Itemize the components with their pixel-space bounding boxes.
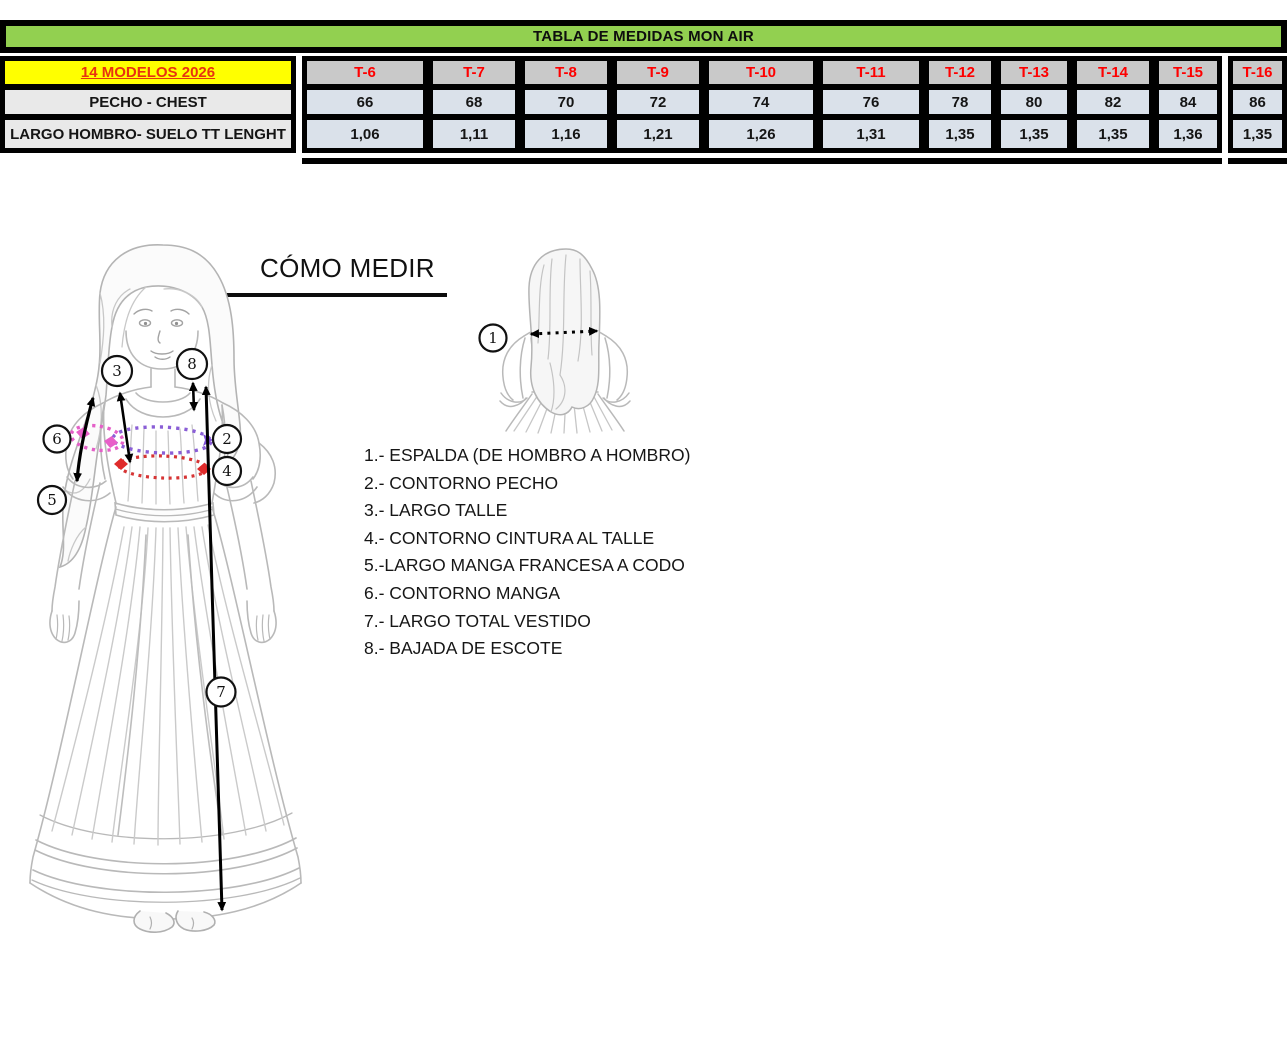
measure-item: 1.- ESPALDA (DE HOMBRO A HOMBRO) — [364, 445, 691, 465]
chest-value: 78 — [924, 85, 996, 119]
length-value: 1,16 — [520, 115, 612, 153]
bodice-gathers — [127, 424, 199, 505]
badge-7: 7 — [205, 676, 237, 708]
svg-text:8: 8 — [187, 355, 197, 373]
badge-5: 5 — [36, 484, 68, 516]
skirt-pleats — [51, 524, 285, 846]
size-header: T-7 — [428, 56, 520, 89]
svg-text:3: 3 — [112, 362, 122, 380]
row-label-chest: PECHO - CHEST — [0, 85, 296, 119]
length-value: 1,35 — [1228, 115, 1287, 153]
svg-text:5: 5 — [47, 491, 57, 509]
chest-value: 72 — [612, 85, 704, 119]
measure-badges: 1 3 8 6 2 4 5 7 — [36, 323, 508, 708]
cutoff-row-border — [1228, 158, 1287, 164]
chest-value: 74 — [704, 85, 818, 119]
svg-text:4: 4 — [222, 462, 232, 480]
arrow-waist-length — [116, 391, 134, 464]
chest-value: 68 — [428, 85, 520, 119]
svg-text:6: 6 — [52, 430, 62, 448]
arrow-total-length — [201, 385, 227, 912]
table-title-band: TABLA DE MEDIDAS MON AIR — [0, 20, 1287, 53]
measurement-figures: 1 3 8 6 2 4 5 7 — [0, 235, 700, 965]
chest-value: 86 — [1228, 85, 1287, 119]
badge-1: 1 — [478, 323, 508, 353]
length-value: 1,35 — [924, 115, 996, 153]
measure-item: 7.- LARGO TOTAL VESTIDO — [364, 610, 591, 631]
chest-value: 80 — [996, 85, 1072, 119]
badge-6: 6 — [42, 424, 72, 454]
length-value: 1,35 — [996, 115, 1072, 153]
measure-list: 1.- ESPALDA (DE HOMBRO A HOMBRO) 2.- CON… — [364, 442, 690, 663]
length-value: 1,06 — [302, 115, 428, 153]
front-figure-line-art — [29, 244, 302, 933]
badge-8: 8 — [175, 347, 209, 381]
measure-item: 6.- CONTORNO MANGA — [364, 582, 561, 603]
measure-item: 3.- LARGO TALLE — [364, 500, 508, 521]
guide-title-underline — [224, 293, 447, 297]
back-hair-strands — [537, 254, 593, 413]
size-header: T-14 — [1072, 56, 1154, 89]
chest-value: 76 — [818, 85, 924, 119]
measure-item: 2.- CONTORNO PECHO — [364, 472, 559, 493]
length-value: 1,11 — [428, 115, 520, 153]
size-header: T-10 — [704, 56, 818, 89]
face-features — [133, 308, 190, 360]
cutoff-row-border — [302, 158, 1222, 164]
arrow-neckline-drop — [188, 381, 199, 412]
chest-value: 66 — [302, 85, 428, 119]
figures-svg: 1 3 8 6 2 4 5 7 — [29, 244, 631, 933]
svg-text:2: 2 — [222, 430, 232, 448]
size-header: T-9 — [612, 56, 704, 89]
chest-value: 84 — [1154, 85, 1222, 119]
length-value: 1,21 — [612, 115, 704, 153]
length-value: 1,31 — [818, 115, 924, 153]
row-label-total-length: LARGO HOMBRO- SUELO TT LENGHT — [0, 115, 296, 153]
svg-text:1: 1 — [488, 329, 498, 347]
length-value: 1,35 — [1072, 115, 1154, 153]
measure-item: 5.-LARGO MANGA FRANCESA A CODO — [364, 555, 685, 576]
measure-item: 8.- BAJADA DE ESCOTE — [364, 638, 563, 659]
shoes — [133, 910, 216, 933]
badge-3: 3 — [100, 354, 134, 388]
size-table: TABLA DE MEDIDAS MON AIR 14 MODELOS 2026… — [0, 0, 1287, 180]
badge-4: 4 — [211, 455, 243, 487]
back-figure-line-art — [499, 248, 631, 434]
girth-ellipse-waist — [117, 454, 209, 480]
length-value: 1,26 — [704, 115, 818, 153]
svg-text:7: 7 — [216, 683, 226, 701]
badge-2: 2 — [211, 423, 243, 455]
measurement-arrows — [73, 326, 599, 912]
guide-title: CÓMO MEDIR — [260, 253, 435, 283]
chest-value: 82 — [1072, 85, 1154, 119]
arrow-sleeve-length — [73, 396, 96, 483]
arrow-shoulder-width — [529, 326, 599, 339]
length-value: 1,36 — [1154, 115, 1222, 153]
chest-value: 70 — [520, 85, 612, 119]
table-title: TABLA DE MEDIDAS MON AIR — [533, 28, 754, 45]
measure-item: 4.- CONTORNO CINTURA AL TALLE — [364, 527, 655, 548]
